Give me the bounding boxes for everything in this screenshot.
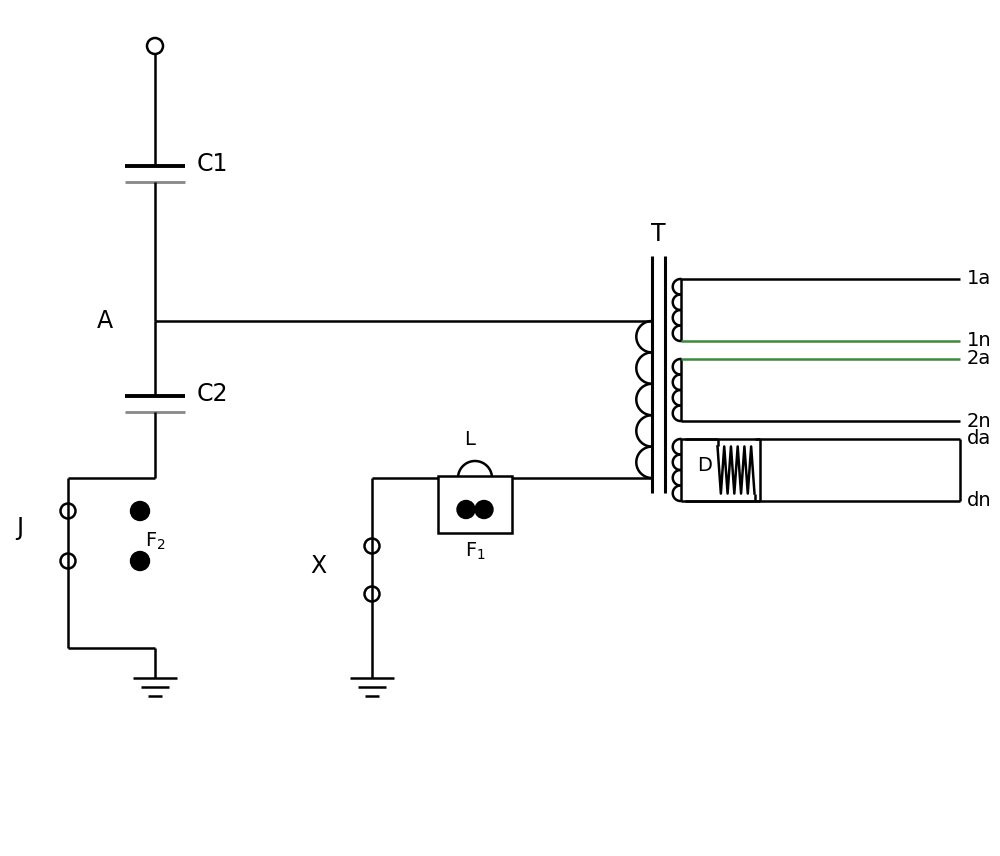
Text: dn: dn: [967, 491, 992, 510]
Circle shape: [457, 501, 475, 519]
Text: 2n: 2n: [967, 412, 992, 431]
Text: da: da: [967, 430, 991, 449]
Circle shape: [131, 551, 150, 570]
Text: 1n: 1n: [967, 331, 992, 350]
Text: 2a: 2a: [967, 349, 991, 368]
Circle shape: [475, 501, 493, 519]
Text: C1: C1: [197, 152, 228, 176]
Text: A: A: [97, 309, 113, 333]
Text: T: T: [651, 222, 666, 246]
Text: F$_1$: F$_1$: [465, 540, 485, 562]
Text: F$_2$: F$_2$: [145, 531, 166, 551]
Text: J: J: [16, 516, 23, 540]
Text: D: D: [698, 455, 712, 474]
Text: L: L: [465, 430, 475, 449]
Bar: [438, 476, 512, 533]
Circle shape: [131, 502, 150, 520]
Text: X: X: [310, 554, 326, 578]
Text: 1a: 1a: [967, 270, 991, 288]
Text: C2: C2: [197, 382, 229, 406]
